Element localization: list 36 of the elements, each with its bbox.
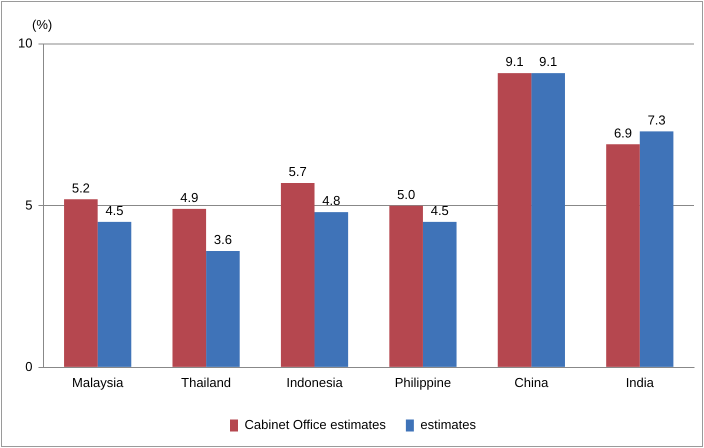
x-tick-label: Indonesia	[286, 374, 344, 390]
bar	[498, 73, 532, 367]
data-label: 5.2	[72, 180, 90, 196]
bar	[64, 199, 98, 367]
y-tick-label: 5	[25, 197, 32, 212]
data-label: 5.7	[288, 164, 307, 180]
bar	[172, 208, 206, 367]
bar	[531, 73, 565, 367]
data-label: 4.8	[322, 193, 340, 208]
legend-label: estimates	[420, 417, 477, 432]
bar	[206, 250, 240, 367]
bar	[314, 212, 348, 367]
x-tick-label: China	[514, 374, 550, 390]
data-label: 5.0	[397, 186, 416, 202]
y-tick-label: 0	[25, 358, 32, 374]
data-label: 9.1	[506, 54, 524, 70]
y-tick-label: 10	[18, 36, 32, 51]
data-label: 9.1	[539, 54, 558, 70]
x-tick-label: Malaysia	[72, 374, 124, 390]
data-label: 3.6	[214, 232, 232, 248]
data-label: 6.9	[614, 125, 632, 140]
legend-label: Cabinet Office estimates	[244, 417, 386, 432]
bar	[640, 131, 674, 367]
y-axis-title: (%)	[32, 17, 52, 32]
data-label: 4.5	[105, 202, 124, 218]
x-tick-label: India	[626, 374, 655, 390]
bar	[606, 144, 640, 367]
data-label: 7.3	[648, 112, 666, 128]
bar	[98, 222, 132, 367]
bar	[422, 222, 457, 367]
bar	[389, 206, 423, 367]
x-tick-label: Philippine	[394, 374, 452, 390]
bar	[280, 183, 315, 367]
data-label: 4.9	[180, 190, 198, 206]
data-label: 4.5	[430, 202, 449, 218]
x-tick-label: Thailand	[181, 374, 232, 390]
